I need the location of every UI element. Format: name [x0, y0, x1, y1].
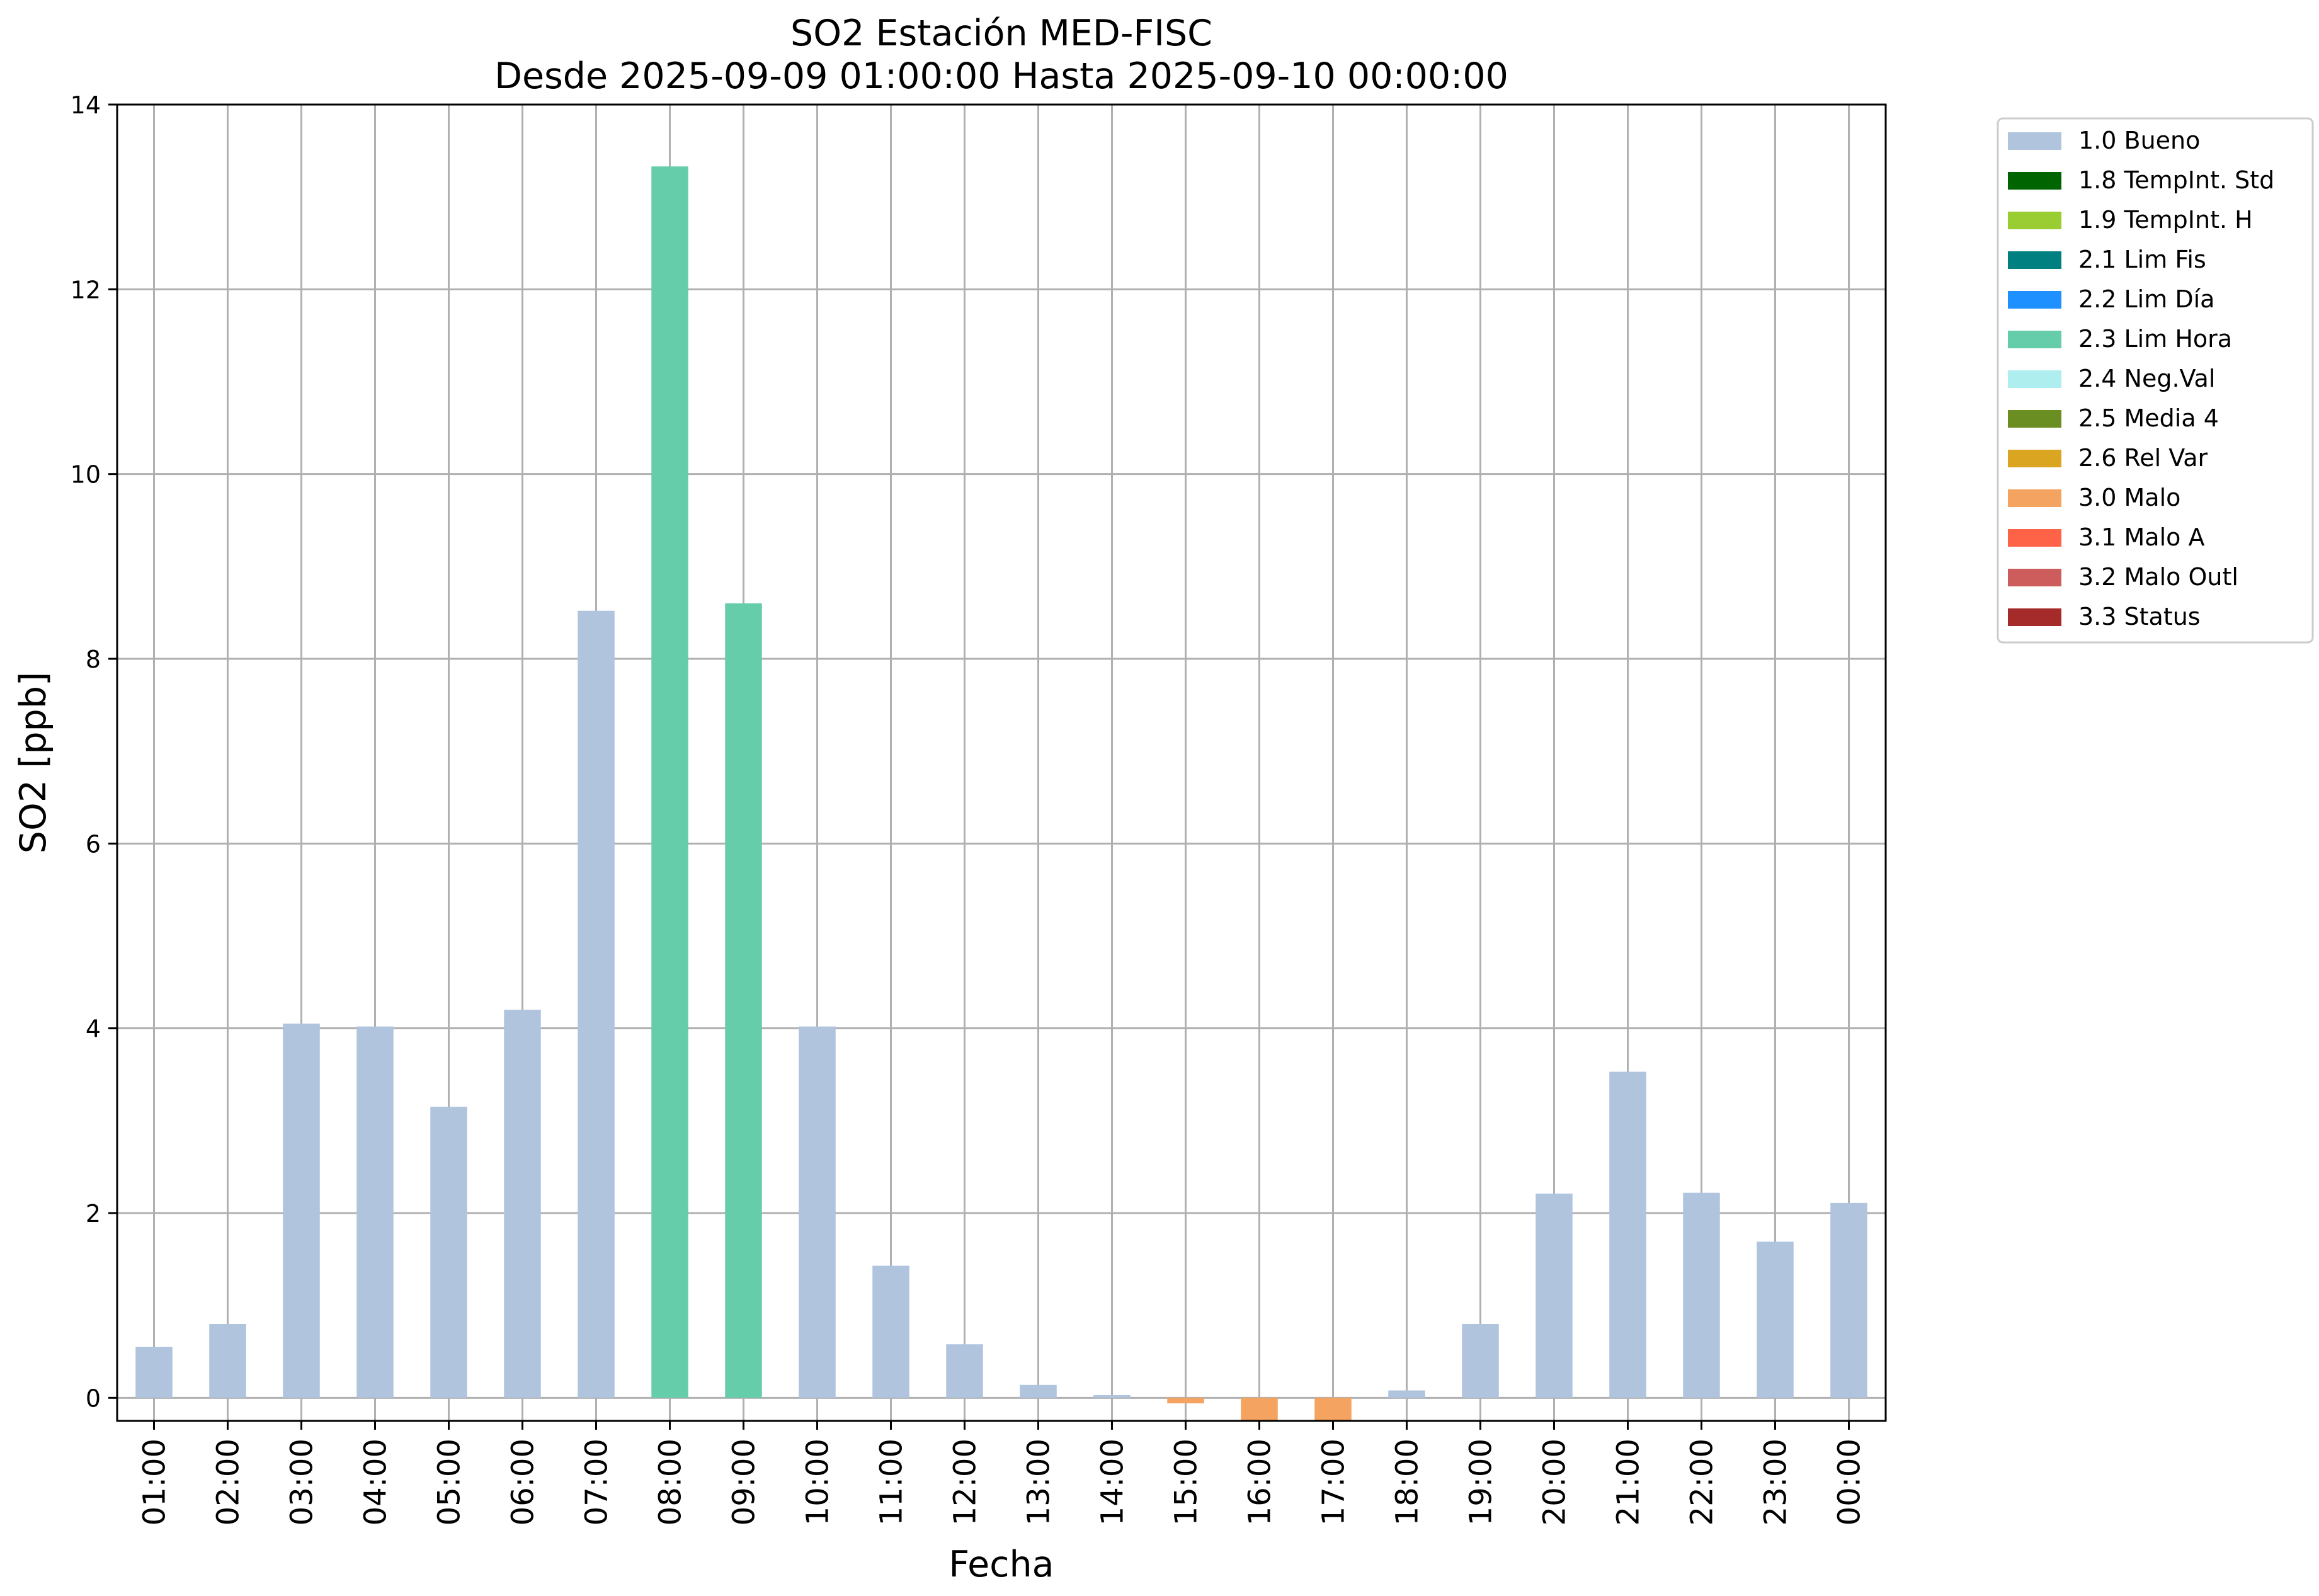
x-tick-label: 15:00	[1169, 1439, 1204, 1525]
legend-swatch	[2008, 410, 2061, 428]
legend-swatch	[2008, 529, 2061, 547]
chart-title: SO2 Estación MED-FISC	[790, 13, 1212, 54]
x-tick-label: 10:00	[801, 1439, 836, 1525]
legend-swatch	[2008, 450, 2061, 467]
legend-swatch	[2008, 172, 2061, 190]
legend-label: 2.5 Media 4	[2078, 404, 2219, 432]
bar-0500	[430, 1107, 467, 1398]
legend-swatch	[2008, 251, 2061, 269]
legend-swatch	[2008, 489, 2061, 507]
x-tick-label: 14:00	[1095, 1439, 1131, 1525]
x-tick-label: 22:00	[1685, 1439, 1720, 1525]
bar-0600	[504, 1010, 541, 1398]
x-tick-label: 03:00	[285, 1439, 320, 1525]
legend-label: 2.6 Rel Var	[2078, 444, 2208, 472]
y-tick-label: 10	[71, 461, 101, 489]
x-tick-label: 06:00	[506, 1439, 541, 1525]
y-tick-label: 6	[86, 830, 101, 858]
x-tick-label: 01:00	[137, 1439, 173, 1525]
bar-1800	[1388, 1390, 1425, 1398]
legend-label: 2.2 Lim Día	[2078, 285, 2214, 313]
x-tick-label: 16:00	[1243, 1439, 1278, 1525]
bar-1100	[872, 1265, 909, 1398]
legend-label: 3.3 Status	[2078, 603, 2201, 630]
legend-swatch	[2008, 370, 2061, 388]
bar-2200	[1683, 1192, 1720, 1398]
y-tick-label: 0	[86, 1384, 101, 1412]
bar-0700	[578, 610, 615, 1398]
x-tick-label: 09:00	[727, 1439, 762, 1525]
bar-1200	[946, 1344, 983, 1398]
y-tick-label: 12	[71, 276, 101, 304]
y-tick-label: 8	[86, 646, 101, 673]
x-tick-label: 17:00	[1316, 1439, 1352, 1525]
bar-2300	[1757, 1241, 1794, 1398]
bar-0400	[356, 1026, 394, 1398]
y-tick-label: 2	[86, 1200, 101, 1228]
bar-2100	[1609, 1071, 1646, 1398]
legend-label: 3.1 Malo A	[2078, 523, 2204, 551]
x-tick-label: 19:00	[1464, 1439, 1499, 1525]
bar-0900	[725, 603, 762, 1398]
x-tick-label: 08:00	[653, 1439, 688, 1525]
x-tick-label: 13:00	[1022, 1439, 1057, 1525]
legend-swatch	[2008, 608, 2061, 626]
bar-1900	[1462, 1324, 1499, 1398]
bar-1300	[1020, 1384, 1057, 1398]
legend-swatch	[2008, 569, 2061, 586]
legend-swatch	[2008, 291, 2061, 309]
bar-0800	[651, 166, 688, 1398]
legend-label: 2.3 Lim Hora	[2078, 325, 2232, 353]
x-tick-label: 00:00	[1832, 1439, 1867, 1525]
bar-1000	[799, 1026, 836, 1398]
x-axis-label: Fecha	[949, 1544, 1054, 1585]
y-axis: 0 2 4 6 8 10 12 14	[71, 91, 117, 1412]
bar-2000	[1536, 1194, 1573, 1398]
bar-0100	[135, 1347, 173, 1398]
legend-label: 3.2 Malo Outl	[2078, 563, 2238, 591]
legend-label: 2.1 Lim Fis	[2078, 246, 2206, 273]
legend-swatch	[2008, 331, 2061, 348]
x-tick-label: 20:00	[1537, 1439, 1573, 1525]
chart-subtitle: Desde 2025-09-09 01:00:00 Hasta 2025-09-…	[494, 55, 1508, 97]
legend: 1.0 Bueno 1.8 TempInt. Std 1.9 TempInt. H 2…	[1997, 117, 2314, 644]
x-tick-label: 21:00	[1611, 1439, 1646, 1525]
x-tick-label: 02:00	[211, 1439, 246, 1525]
legend-swatch	[2008, 132, 2061, 150]
bar-series	[135, 166, 1867, 1421]
legend-frame	[1997, 117, 2314, 644]
y-tick-label: 14	[71, 91, 101, 119]
plot-frame	[116, 103, 1887, 1422]
bar-1700	[1314, 1398, 1352, 1421]
bar-0000	[1830, 1202, 1867, 1398]
legend-label: 1.0 Bueno	[2078, 127, 2200, 154]
x-tick-label: 18:00	[1390, 1439, 1425, 1525]
bar-1500	[1167, 1398, 1204, 1404]
x-tick-label: 11:00	[874, 1439, 909, 1525]
legend-label: 1.9 TempInt. H	[2078, 206, 2253, 234]
x-tick-label: 07:00	[579, 1439, 615, 1525]
bar-0300	[283, 1023, 320, 1398]
y-axis-label: SO2 [ppb]	[13, 672, 54, 853]
x-tick-label: 12:00	[948, 1439, 983, 1525]
legend-label: 3.0 Malo	[2078, 484, 2180, 511]
legend-label: 2.4 Neg.Val	[2078, 365, 2215, 392]
x-tick-label: 04:00	[358, 1439, 394, 1525]
bar-1600	[1241, 1398, 1278, 1421]
y-tick-label: 4	[86, 1015, 101, 1043]
x-tick-label: 23:00	[1758, 1439, 1794, 1525]
legend-label: 1.8 TempInt. Std	[2078, 166, 2274, 194]
bar-1400	[1093, 1394, 1131, 1398]
x-tick-label: 05:00	[432, 1439, 467, 1525]
bar-0200	[209, 1324, 246, 1398]
legend-swatch	[2008, 212, 2061, 229]
x-axis: 01:00 02:00 03:00 04:00 05:00 06:00 07:00 08:00…	[137, 1421, 1867, 1525]
